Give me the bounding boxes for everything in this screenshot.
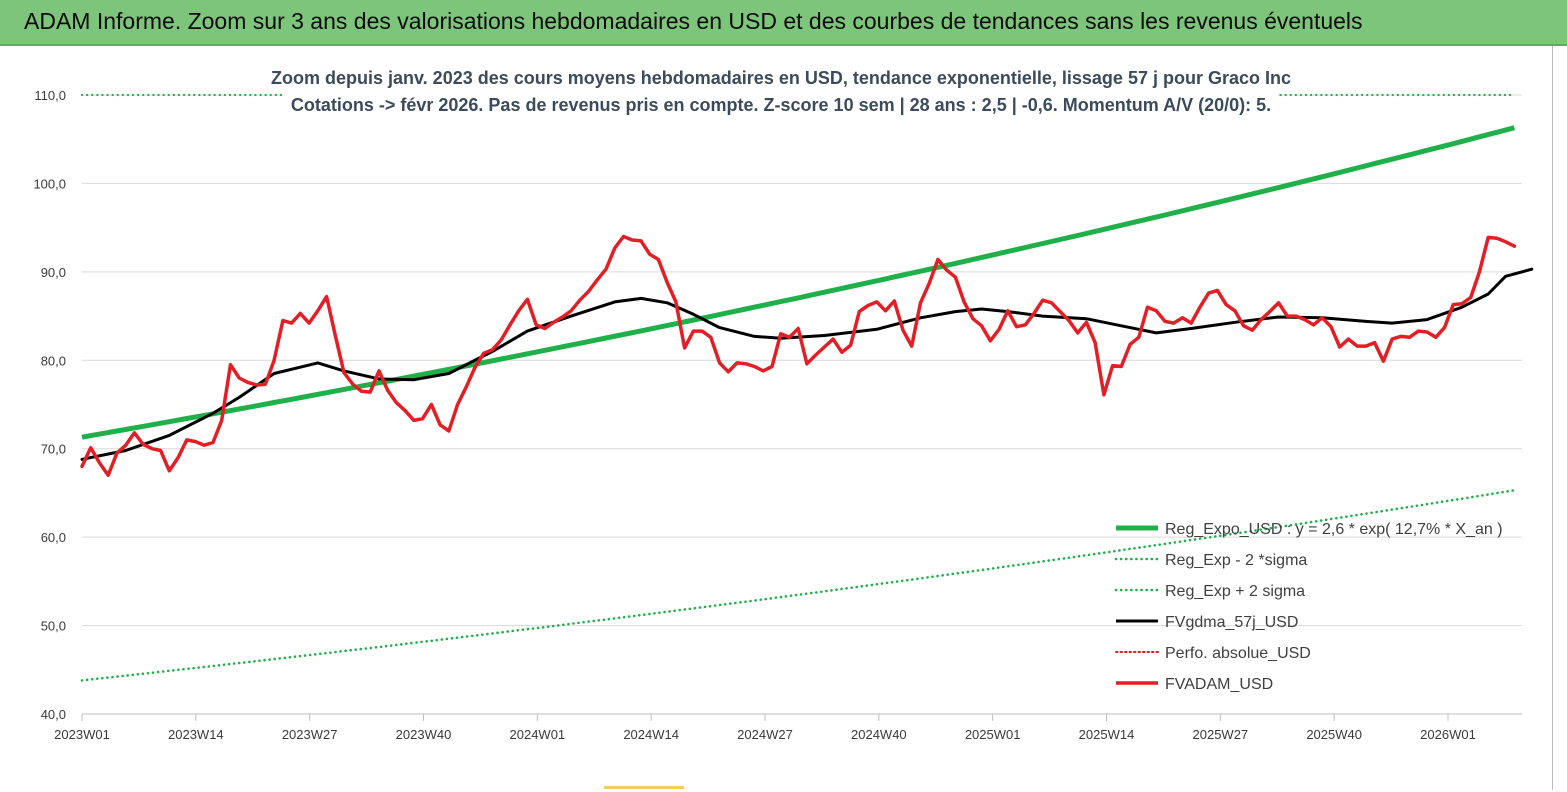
line-chart: 40,0 50,0 60,0 70,0 80,0 90,0 100,0 110,0 2023W0… [33,60,1534,742]
y-tick-label: 80,0 [41,353,66,368]
x-tick-label: 2025W14 [1079,727,1135,742]
series-layer [80,93,1534,682]
subtitle-line: Cotations -> févr 2026. Pas de revenus p… [291,95,1271,115]
x-tick-label: 2024W01 [510,727,566,742]
y-tick-label: 110,0 [34,88,66,103]
x-tick-label: 2025W40 [1306,727,1362,742]
x-tick-label: 2025W27 [1193,727,1249,742]
x-tick-label: 2023W27 [282,727,338,742]
grid-lines [82,94,1522,715]
x-tick-label: 2023W01 [54,727,110,742]
subtitle-background [282,60,1278,126]
chart-subtitle: Zoom depuis janv. 2023 des cours moyens … [271,60,1291,126]
axis-layer: 40,0 50,0 60,0 70,0 80,0 90,0 100,0 110,0 2023W0… [33,88,1522,742]
header-bar: ADAM Informe. Zoom sur 3 ans des valoris… [0,0,1567,46]
series-fvadam-usd [80,234,1517,477]
legend-label: Reg_Exp + 2 sigma [1165,583,1305,600]
page-title: ADAM Informe. Zoom sur 3 ans des valoris… [24,8,1363,34]
series-reg-exp-minus-2-sigma [80,488,1516,682]
series-reg-expo-usd [81,125,1516,440]
legend-label: Perfo. absolue_USD [1165,645,1311,662]
x-tick-label: 2024W40 [851,727,907,742]
y-tick-label: 70,0 [41,442,66,457]
y-tick-label: 100,0 [33,176,66,191]
chart-frame: 40,0 50,0 60,0 70,0 80,0 90,0 100,0 110,0 2023W0… [0,46,1553,790]
y-tick-label: 60,0 [41,530,66,545]
legend-label: Reg_Expo_USD : y = 2,6 * exp( 12,7% * X_… [1165,521,1503,538]
legend-label: FVgdma_57j_USD [1165,614,1298,631]
x-tick-label: 2025W01 [965,727,1021,742]
subtitle-line: Zoom depuis janv. 2023 des cours moyens … [271,68,1291,88]
legend-label: FVADAM_USD [1165,676,1273,693]
series-fvgdma-57j-usd [80,267,1534,461]
x-tick-label: 2023W40 [396,727,452,742]
legend-label: Reg_Exp - 2 *sigma [1165,552,1307,569]
chart-legend: Reg_Expo_USD : y = 2,6 * exp( 12,7% * X_… [1114,521,1503,693]
x-tick-label: 2024W27 [737,727,793,742]
y-tick-label: 50,0 [41,619,66,634]
sheet-tab-marker [604,786,684,789]
y-tick-label: 40,0 [41,707,66,722]
x-tick-label: 2026W01 [1420,727,1476,742]
y-tick-label: 90,0 [41,265,66,280]
x-tick-label: 2024W14 [623,727,679,742]
x-tick-label: 2023W14 [168,727,224,742]
